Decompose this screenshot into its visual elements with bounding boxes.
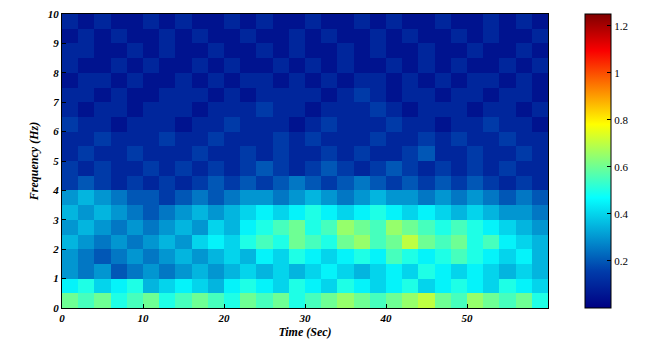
svg-text:30: 30 xyxy=(299,312,312,324)
svg-text:1: 1 xyxy=(53,272,59,284)
svg-text:1: 1 xyxy=(614,67,620,79)
svg-text:0.6: 0.6 xyxy=(614,161,628,173)
svg-text:10: 10 xyxy=(48,8,60,20)
svg-text:7: 7 xyxy=(53,96,59,108)
svg-text:Time (Sec): Time (Sec) xyxy=(278,325,331,339)
svg-text:9: 9 xyxy=(53,37,59,49)
svg-text:0.2: 0.2 xyxy=(614,255,628,267)
svg-text:50: 50 xyxy=(462,312,474,324)
svg-text:8: 8 xyxy=(53,67,59,79)
svg-text:5: 5 xyxy=(53,155,59,167)
svg-text:0: 0 xyxy=(59,312,65,324)
svg-text:0.8: 0.8 xyxy=(614,114,628,126)
svg-text:20: 20 xyxy=(218,312,231,324)
svg-text:Frequency (Hz): Frequency (Hz) xyxy=(27,122,41,201)
svg-text:3: 3 xyxy=(52,214,59,226)
svg-text:0: 0 xyxy=(53,302,59,314)
svg-text:10: 10 xyxy=(138,312,150,324)
svg-text:1.2: 1.2 xyxy=(614,20,628,32)
svg-text:2: 2 xyxy=(52,243,59,255)
svg-text:4: 4 xyxy=(52,184,59,196)
svg-text:0.4: 0.4 xyxy=(614,208,628,220)
svg-text:6: 6 xyxy=(53,125,59,137)
svg-text:40: 40 xyxy=(380,312,393,324)
